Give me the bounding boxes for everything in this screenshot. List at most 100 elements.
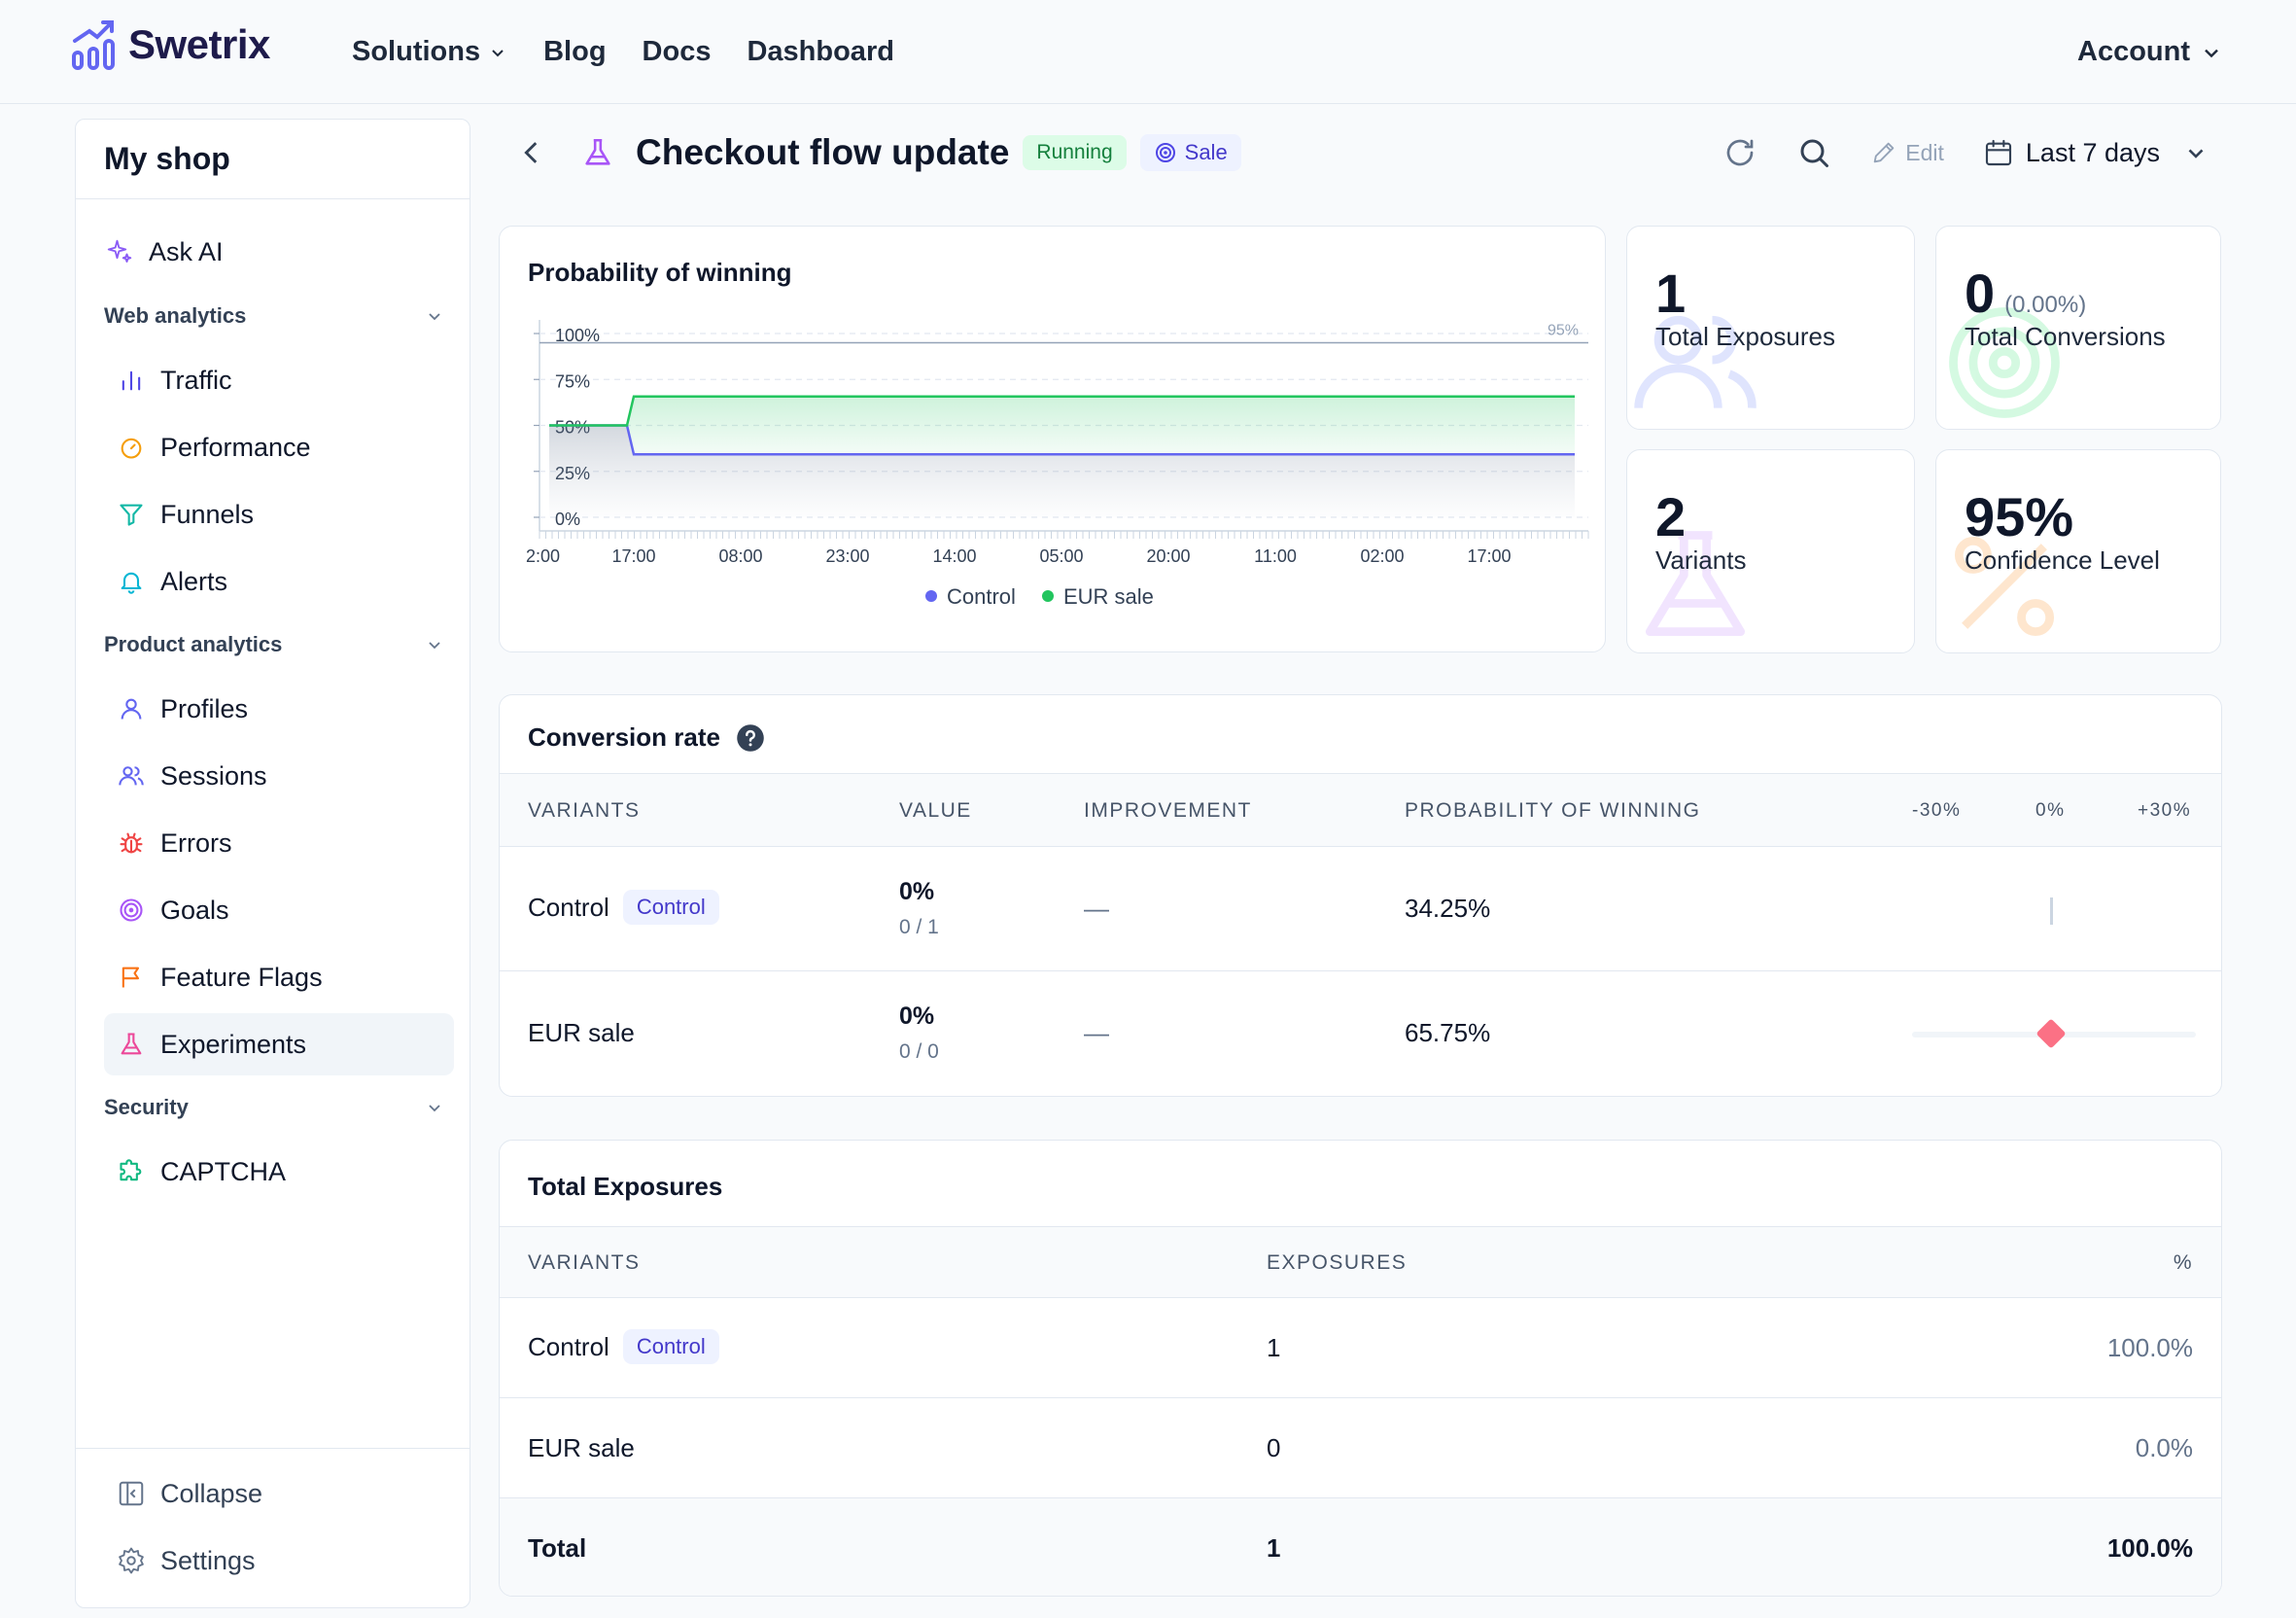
flag-icon xyxy=(116,962,147,993)
table-row: Control Control 1 100.0% xyxy=(500,1298,2221,1398)
pencil-icon xyxy=(1873,142,1895,163)
scale-max: +30% xyxy=(2138,800,2192,821)
confidence-value: 95% xyxy=(1965,486,2074,547)
group-security[interactable]: Security xyxy=(104,1088,444,1127)
sidebar-item-experiments[interactable]: Experiments xyxy=(104,1013,454,1075)
sidebar-item-profiles[interactable]: Profiles xyxy=(104,678,454,740)
exposures-value: 1 xyxy=(1655,263,1687,324)
page-title: Checkout flow update xyxy=(636,132,1010,172)
sidebar-item-ask-ai[interactable]: Ask AI xyxy=(104,221,454,283)
col-exposures: EXPOSURES xyxy=(1267,1251,1408,1274)
total-count: 1 xyxy=(1267,1533,1281,1563)
total-percent: 100.0% xyxy=(2106,1533,2193,1563)
sidebar-item-label: Errors xyxy=(160,827,232,858)
x-tick-label: 02:00 xyxy=(1360,546,1404,566)
back-arrow-icon[interactable] xyxy=(515,136,548,169)
exposure-percent: 0.0% xyxy=(2135,1433,2193,1462)
chevron-down-icon xyxy=(492,49,504,56)
group-label: Product analytics xyxy=(104,632,283,656)
target-icon xyxy=(1155,143,1175,162)
goal-badge: Sale xyxy=(1139,134,1241,171)
variant-cell: Control Control xyxy=(528,890,719,925)
brand-logo[interactable]: Swetrix xyxy=(72,19,270,70)
total-row: Total 1 100.0% xyxy=(500,1498,2221,1596)
edit-button[interactable]: Edit xyxy=(1870,139,1944,166)
flask-icon xyxy=(585,138,610,165)
collapse-sidebar-icon xyxy=(116,1478,147,1509)
flask-icon xyxy=(116,1029,147,1060)
total-label: Total xyxy=(528,1533,587,1563)
table-row: Control Control 0% 0 / 1 — 34.25% xyxy=(500,847,2221,971)
sidebar-item-goals[interactable]: Goals xyxy=(104,879,454,941)
header-actions: Edit Last 7 days xyxy=(1722,126,2209,179)
x-tick-label: 17:00 xyxy=(1467,546,1511,566)
bug-icon xyxy=(116,827,147,859)
x-tick-label: 23:00 xyxy=(825,546,869,566)
collapse-label: Collapse xyxy=(160,1478,263,1508)
probability-chart-card: Probability of winning 100%75%50%25%0%95… xyxy=(499,226,1606,652)
sidebar-item-label: Funnels xyxy=(160,499,255,529)
settings-button[interactable]: Settings xyxy=(104,1530,454,1592)
collapse-button[interactable]: Collapse xyxy=(104,1462,454,1525)
refresh-icon[interactable] xyxy=(1722,135,1757,170)
group-label: Web analytics xyxy=(104,303,247,328)
variants-value: 2 xyxy=(1655,486,1687,547)
threshold-label: 95% xyxy=(1548,322,1579,338)
total-exposures-card: Total Exposures VARIANTS EXPOSURES % Con… xyxy=(499,1140,2222,1597)
group-product-analytics[interactable]: Product analytics xyxy=(104,625,444,664)
sidebar-item-traffic[interactable]: Traffic xyxy=(104,349,454,411)
conversions-value: 0 xyxy=(1965,263,1996,324)
help-icon[interactable] xyxy=(736,723,765,753)
sidebar-item-sessions[interactable]: Sessions xyxy=(104,745,454,807)
sidebar-item-label: Feature Flags xyxy=(160,962,323,992)
nav-dashboard[interactable]: Dashboard xyxy=(747,36,894,67)
edit-label: Edit xyxy=(1905,139,1944,165)
project-name: My shop xyxy=(76,120,470,199)
sidebar-item-funnels[interactable]: Funnels xyxy=(104,483,454,545)
nav-docs[interactable]: Docs xyxy=(642,36,712,67)
conversion-rate-card: Conversion rate VARIANTS VALUE IMPROVEME… xyxy=(499,694,2222,1097)
search-icon[interactable] xyxy=(1796,135,1831,170)
logo-icon xyxy=(72,20,115,70)
flask-icon xyxy=(1645,531,1746,637)
x-tick-label: 17:00 xyxy=(611,546,655,566)
legend-label: EUR sale xyxy=(1063,584,1154,609)
sidebar-item-feature-flags[interactable]: Feature Flags xyxy=(104,946,454,1008)
chevron-down-icon xyxy=(2205,49,2218,57)
y-tick-label: 100% xyxy=(555,326,600,345)
calendar-icon xyxy=(1985,139,2011,166)
chevron-down-icon xyxy=(2188,149,2204,158)
rate-fraction: 0 / 0 xyxy=(899,1040,939,1063)
improvement-marker xyxy=(2035,1018,2067,1049)
sidebar-item-label: Profiles xyxy=(160,693,249,723)
chevron-down-icon xyxy=(429,1105,440,1112)
rate-value: 0% xyxy=(899,1002,935,1030)
group-label: Security xyxy=(104,1095,189,1119)
account-label: Account xyxy=(2077,36,2190,67)
sidebar-item-captcha[interactable]: CAPTCHA xyxy=(104,1141,454,1203)
value-cell: 0% 0 / 1 xyxy=(899,878,939,939)
x-tick-label: 2:00 xyxy=(526,546,560,566)
period-select[interactable]: Last 7 days xyxy=(1983,137,2209,168)
sidebar-item-label: Performance xyxy=(160,432,311,462)
sidebar-item-label: Ask AI xyxy=(149,236,224,266)
sidebar-item-performance[interactable]: Performance xyxy=(104,416,454,478)
account-menu[interactable]: Account xyxy=(2077,0,2223,104)
control-area xyxy=(549,425,1575,517)
user-icon xyxy=(116,693,147,724)
table-row: EUR sale 0 0.0% xyxy=(500,1398,2221,1498)
control-tag: Control xyxy=(622,890,719,925)
improvement-cell: — xyxy=(1084,894,1109,923)
confidence-label: Confidence Level xyxy=(1965,545,2160,575)
gauge-icon xyxy=(116,432,147,463)
sidebar-item-errors[interactable]: Errors xyxy=(104,812,454,874)
bar-chart-icon xyxy=(116,365,147,396)
nav-solutions[interactable]: Solutions xyxy=(352,36,507,68)
sidebar-footer: Collapse Settings xyxy=(76,1448,470,1607)
sidebar-item-alerts[interactable]: Alerts xyxy=(104,550,454,613)
exposure-count: 0 xyxy=(1267,1433,1281,1462)
exposures-label: Total Exposures xyxy=(1655,322,1835,351)
target-icon xyxy=(1949,307,2060,418)
nav-blog[interactable]: Blog xyxy=(543,36,607,67)
group-web-analytics[interactable]: Web analytics xyxy=(104,297,444,335)
